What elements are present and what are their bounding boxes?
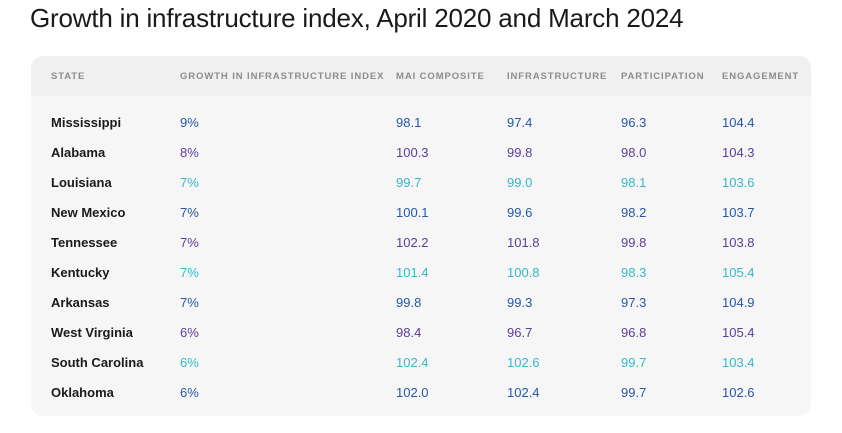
cell-participation: 98.1 bbox=[621, 175, 647, 190]
cell-participation: 96.3 bbox=[621, 115, 647, 130]
cell-growth: 6% bbox=[180, 325, 199, 340]
cell-participation: 96.8 bbox=[621, 325, 647, 340]
cell-infrastructure: 99.8 bbox=[507, 145, 533, 160]
cell-mai-composite: 98.1 bbox=[396, 115, 422, 130]
cell-state: Arkansas bbox=[51, 295, 110, 310]
cell-mai-composite: 99.8 bbox=[396, 295, 422, 310]
cell-growth: 7% bbox=[180, 295, 199, 310]
cell-infrastructure: 99.0 bbox=[507, 175, 533, 190]
cell-infrastructure: 99.6 bbox=[507, 205, 533, 220]
cell-participation: 99.7 bbox=[621, 355, 647, 370]
cell-state: Mississippi bbox=[51, 115, 122, 130]
column-header-mai-composite: MAI COMPOSITE bbox=[396, 71, 485, 82]
table-row: Alabama 8% 100.3 99.8 98.0 104.3 bbox=[31, 138, 811, 168]
column-header-engagement: ENGAGEMENT bbox=[722, 71, 800, 82]
cell-mai-composite: 101.4 bbox=[396, 265, 429, 280]
cell-mai-composite: 102.2 bbox=[396, 235, 429, 250]
cell-mai-composite: 99.7 bbox=[396, 175, 422, 190]
cell-state: Kentucky bbox=[51, 265, 110, 280]
cell-engagement: 103.6 bbox=[722, 175, 755, 190]
table-row: Oklahoma 6% 102.0 102.4 99.7 102.6 bbox=[31, 378, 811, 408]
table-row: Louisiana 7% 99.7 99.0 98.1 103.6 bbox=[31, 168, 811, 198]
cell-participation: 99.7 bbox=[621, 385, 647, 400]
cell-state: Oklahoma bbox=[51, 385, 114, 400]
column-header-participation: PARTICIPATION bbox=[621, 71, 705, 82]
cell-state: Tennessee bbox=[51, 235, 118, 250]
cell-infrastructure: 96.7 bbox=[507, 325, 533, 340]
cell-engagement: 104.4 bbox=[722, 115, 755, 130]
cell-participation: 98.2 bbox=[621, 205, 647, 220]
table-row: West Virginia 6% 98.4 96.7 96.8 105.4 bbox=[31, 318, 811, 348]
table-row: Mississippi 9% 98.1 97.4 96.3 104.4 bbox=[31, 108, 811, 138]
cell-mai-composite: 100.1 bbox=[396, 205, 429, 220]
cell-engagement: 103.8 bbox=[722, 235, 755, 250]
cell-engagement: 103.7 bbox=[722, 205, 755, 220]
page-title: Growth in infrastructure index, April 20… bbox=[30, 3, 684, 33]
cell-growth: 6% bbox=[180, 355, 199, 370]
cell-engagement: 105.4 bbox=[722, 265, 755, 280]
cell-growth: 7% bbox=[180, 235, 199, 250]
cell-engagement: 102.6 bbox=[722, 385, 755, 400]
cell-infrastructure: 102.4 bbox=[507, 385, 540, 400]
table-row: Arkansas 7% 99.8 99.3 97.3 104.9 bbox=[31, 288, 811, 318]
table-row: Kentucky 7% 101.4 100.8 98.3 105.4 bbox=[31, 258, 811, 288]
cell-mai-composite: 102.4 bbox=[396, 355, 429, 370]
column-header-growth: GROWTH IN INFRASTRUCTURE INDEX bbox=[180, 71, 385, 82]
table-row: South Carolina 6% 102.4 102.6 99.7 103.4 bbox=[31, 348, 811, 378]
cell-participation: 99.8 bbox=[621, 235, 647, 250]
cell-state: South Carolina bbox=[51, 355, 144, 370]
cell-infrastructure: 102.6 bbox=[507, 355, 540, 370]
cell-state: Alabama bbox=[51, 145, 106, 160]
cell-growth: 7% bbox=[180, 205, 199, 220]
cell-mai-composite: 100.3 bbox=[396, 145, 429, 160]
column-header-state: STATE bbox=[51, 71, 86, 82]
cell-engagement: 104.9 bbox=[722, 295, 755, 310]
cell-growth: 8% bbox=[180, 145, 199, 160]
cell-engagement: 105.4 bbox=[722, 325, 755, 340]
cell-state: Louisiana bbox=[51, 175, 112, 190]
table-header: STATE GROWTH IN INFRASTRUCTURE INDEX MAI… bbox=[31, 56, 811, 96]
cell-infrastructure: 99.3 bbox=[507, 295, 533, 310]
data-table: STATE GROWTH IN INFRASTRUCTURE INDEX MAI… bbox=[31, 56, 811, 416]
cell-growth: 9% bbox=[180, 115, 199, 130]
cell-growth: 7% bbox=[180, 175, 199, 190]
cell-mai-composite: 102.0 bbox=[396, 385, 429, 400]
cell-mai-composite: 98.4 bbox=[396, 325, 422, 340]
column-header-infrastructure: INFRASTRUCTURE bbox=[507, 71, 608, 82]
cell-participation: 97.3 bbox=[621, 295, 647, 310]
cell-growth: 6% bbox=[180, 385, 199, 400]
cell-participation: 98.0 bbox=[621, 145, 647, 160]
table-row: New Mexico 7% 100.1 99.6 98.2 103.7 bbox=[31, 198, 811, 228]
cell-infrastructure: 101.8 bbox=[507, 235, 540, 250]
cell-engagement: 104.3 bbox=[722, 145, 755, 160]
cell-participation: 98.3 bbox=[621, 265, 647, 280]
cell-engagement: 103.4 bbox=[722, 355, 755, 370]
cell-growth: 7% bbox=[180, 265, 199, 280]
cell-state: New Mexico bbox=[51, 205, 126, 220]
table-row: Tennessee 7% 102.2 101.8 99.8 103.8 bbox=[31, 228, 811, 258]
cell-infrastructure: 100.8 bbox=[507, 265, 540, 280]
cell-infrastructure: 97.4 bbox=[507, 115, 533, 130]
cell-state: West Virginia bbox=[51, 325, 133, 340]
